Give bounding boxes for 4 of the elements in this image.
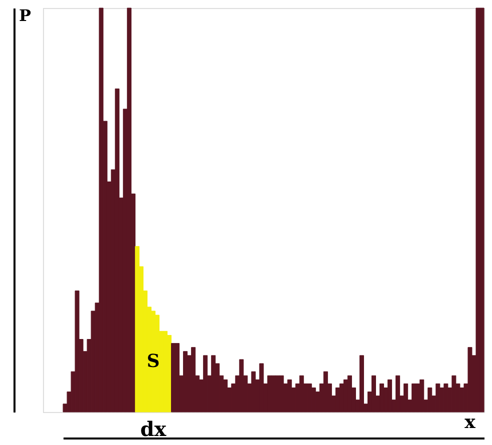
text: dx — [140, 417, 168, 441]
annotation: S — [146, 351, 160, 372]
y-axis-title: P — [18, 6, 32, 25]
x-axis-title: x — [464, 412, 476, 433]
